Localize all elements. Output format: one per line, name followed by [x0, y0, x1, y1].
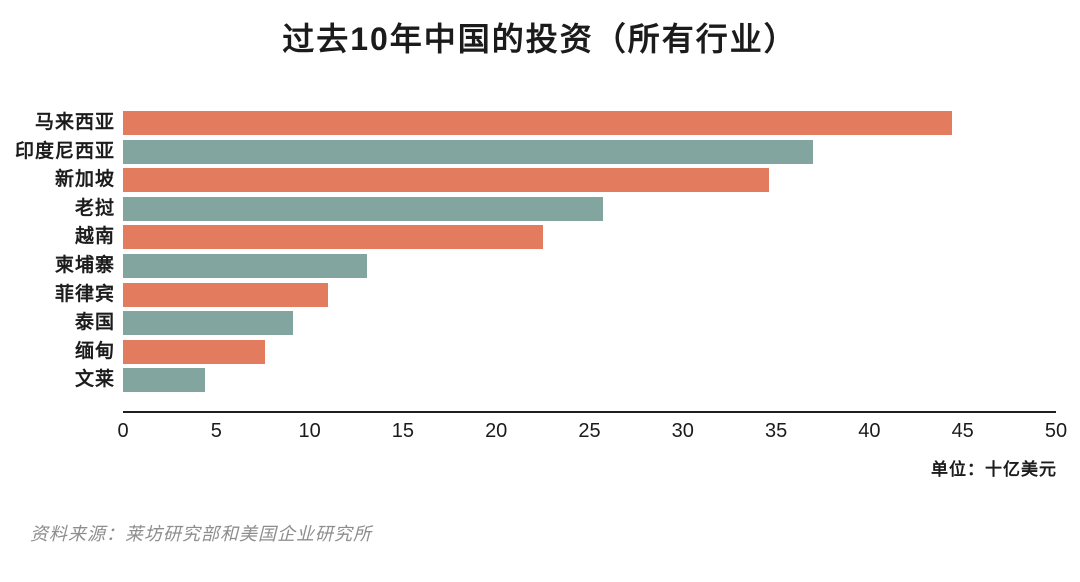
x-tick-label: 0	[117, 420, 129, 442]
x-tick-label: 45	[951, 420, 974, 442]
bar-越南	[123, 225, 543, 250]
x-tick-label: 15	[391, 420, 415, 442]
category-label: 新加坡	[54, 169, 115, 191]
x-tick-label: 40	[858, 420, 881, 442]
source-note: 资料来源：莱坊研究部和美国企业研究所	[30, 524, 372, 544]
chart-row: 缅甸	[0, 339, 1080, 369]
category-label: 老挝	[74, 197, 115, 219]
bar-track	[123, 368, 1080, 393]
chart-row: 印度尼西亚	[0, 139, 1080, 169]
bar-泰国	[123, 311, 293, 336]
x-tick-label: 25	[578, 420, 601, 442]
category-label: 柬埔寨	[54, 254, 115, 276]
category-label: 马来西亚	[34, 112, 115, 133]
category-label: 泰国	[74, 312, 115, 334]
x-tick-label: 5	[210, 420, 222, 442]
chart-row: 马来西亚	[0, 111, 1080, 140]
bar-track	[123, 111, 1080, 135]
x-tick-label: 30	[671, 420, 694, 442]
bar-track	[123, 339, 1080, 364]
category-label: 菲律宾	[54, 283, 115, 305]
x-tick-label: 35	[764, 420, 788, 442]
category-label: 越南	[74, 226, 115, 248]
bar-rows: 马来西亚印度尼西亚新加坡老挝越南柬埔寨菲律宾泰国缅甸文莱	[0, 111, 1080, 397]
bar-track	[123, 311, 1080, 336]
unit-label: 单位：十亿美元	[931, 460, 1057, 479]
x-tick-label: 50	[1044, 420, 1068, 442]
chart-title: 过去10年中国的投资（所有行业）	[282, 21, 798, 57]
bar-新加坡	[123, 168, 769, 193]
category-label: 缅甸	[74, 340, 115, 362]
bar-track	[123, 196, 1080, 221]
bar-track	[123, 282, 1080, 307]
x-axis-line	[123, 411, 1056, 413]
chart-row: 柬埔寨	[0, 253, 1080, 283]
category-label: 印度尼西亚	[14, 140, 115, 162]
x-tick-label: 10	[298, 420, 321, 442]
x-tick-label: 20	[485, 420, 508, 442]
chart-row: 泰国	[0, 311, 1080, 340]
bar-缅甸	[123, 339, 265, 364]
x-axis-ticks: 0 5 10 15 20 25 30 35 40 45 50	[0, 420, 1080, 448]
bar-菲律宾	[123, 282, 329, 307]
chart-row: 菲律宾	[0, 282, 1080, 312]
bar-柬埔寨	[123, 253, 368, 278]
bar-track	[123, 225, 1080, 250]
chart-row: 越南	[0, 225, 1080, 254]
bar-老挝	[123, 196, 603, 221]
bar-印度尼西亚	[123, 139, 814, 164]
bar-track	[123, 168, 1080, 193]
chart-row: 新加坡	[0, 168, 1080, 197]
bar-track	[123, 139, 1080, 164]
bar-文莱	[123, 368, 206, 393]
bar-马来西亚	[123, 111, 952, 135]
chart-row: 老挝	[0, 196, 1080, 226]
category-label: 文莱	[74, 369, 115, 391]
chart-row: 文莱	[0, 368, 1080, 397]
bar-track	[123, 253, 1080, 278]
